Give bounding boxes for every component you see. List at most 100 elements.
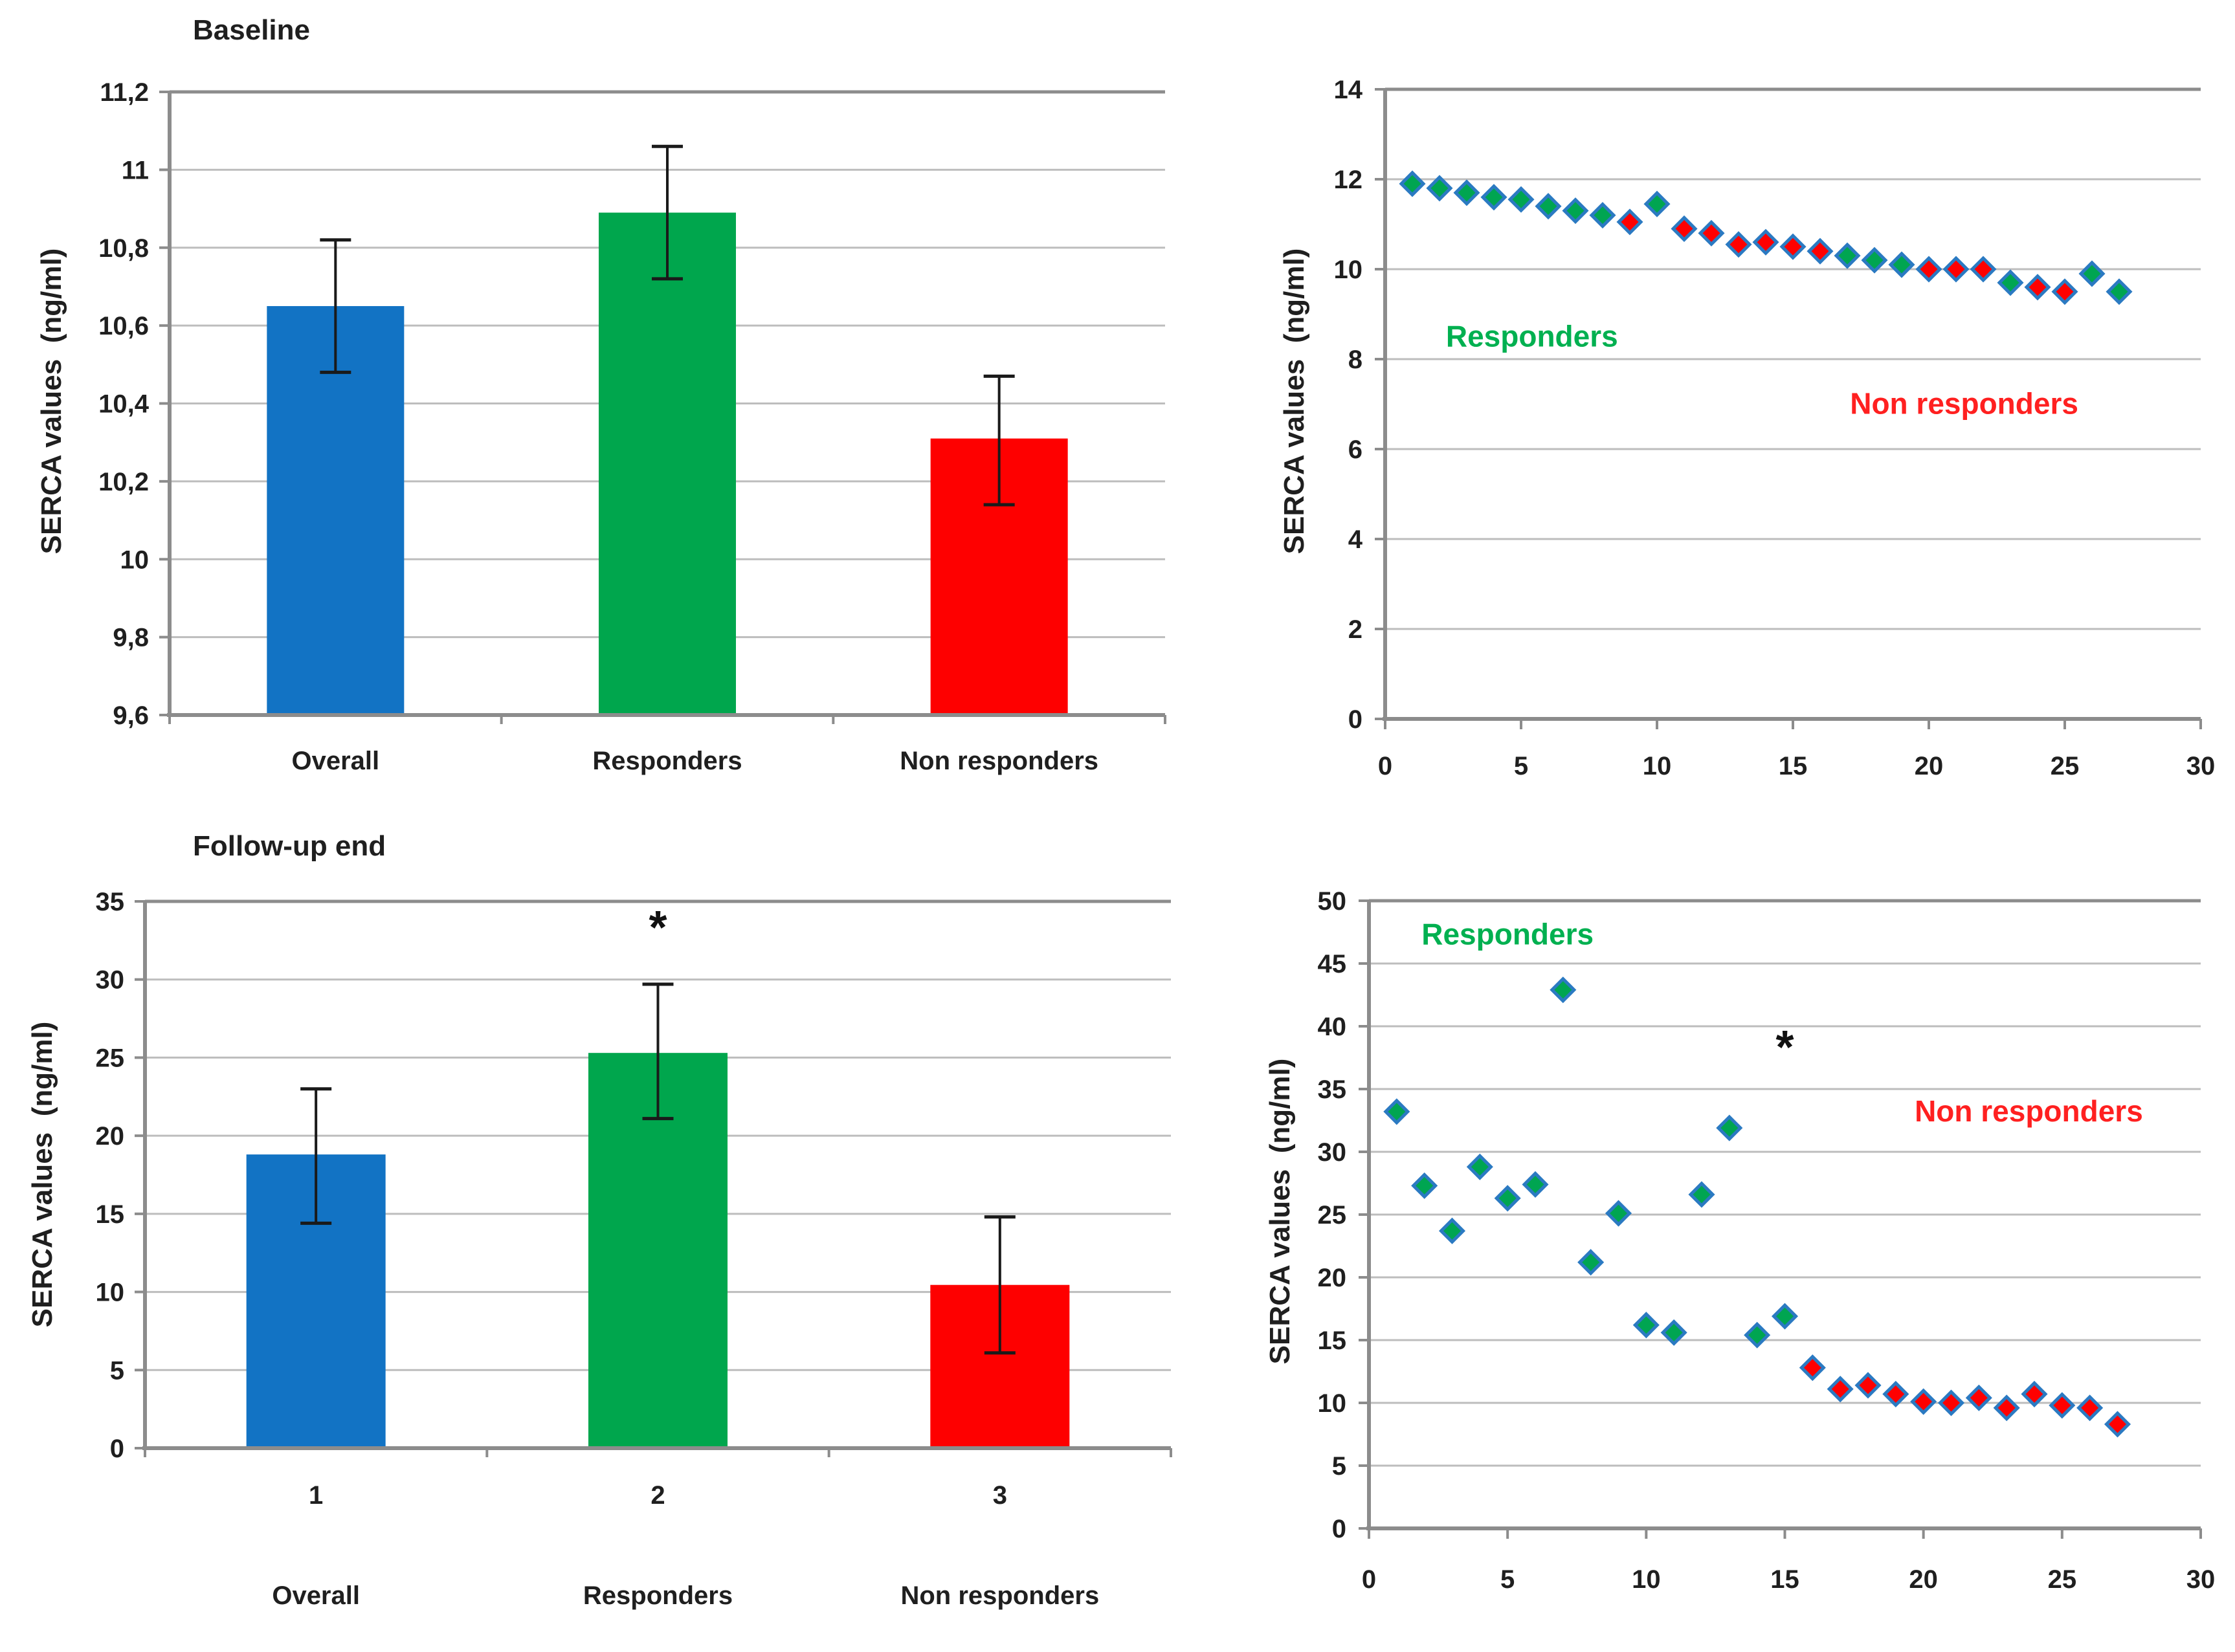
scatter-point-responders (1438, 1217, 1466, 1244)
y-tick-label: 35 (96, 888, 125, 916)
y-tick-label: 14 (1334, 76, 1363, 104)
scatter-point-responders (1589, 202, 1616, 229)
bar-overall (267, 306, 405, 715)
y-tick-label: 0 (1348, 705, 1362, 734)
x-tick-label: 5 (1500, 1565, 1515, 1594)
scatter-point-non-responders (2024, 274, 2051, 301)
scatter-point-non-responders (2076, 1394, 2104, 1422)
scatter-point-non-responders (1854, 1372, 1882, 1399)
scatter-point-non-responders (1799, 1354, 1826, 1382)
y-tick-label: 2 (1348, 615, 1362, 644)
scatter-point-non-responders (1915, 256, 1942, 283)
scatter-point-responders (1453, 179, 1480, 206)
series-label-non-responders: Non responders (1915, 1094, 2143, 1128)
scatter-point-responders (1660, 1319, 1687, 1346)
x-tick-label: 5 (1514, 752, 1528, 780)
y-axis-label-followup-bar: SERCA values (ng/ml) (27, 1021, 58, 1328)
chart-title-followup: Follow-up end (193, 830, 386, 862)
scatter-point-responders (1834, 242, 1861, 269)
y-tick-label: 0 (1332, 1515, 1346, 1543)
x-tick-label: 30 (2186, 752, 2216, 780)
y-tick-label: 8 (1348, 346, 1362, 374)
category-label: Non responders (900, 1581, 1099, 1610)
y-tick-label: 10,8 (98, 234, 149, 263)
y-tick-label: 15 (1318, 1327, 1347, 1355)
x-tick-number: 2 (650, 1481, 665, 1510)
x-tick-label: 10 (1643, 752, 1672, 780)
scatter-point-non-responders (2104, 1411, 2131, 1438)
y-tick-label: 10 (1318, 1389, 1347, 1418)
scatter-point-non-responders (1942, 256, 1970, 283)
significance-asterisk: * (1775, 1022, 1794, 1074)
x-tick-label: 25 (2051, 752, 2080, 780)
scatter-point-non-responders (1827, 1376, 1854, 1403)
y-tick-label: 10 (96, 1279, 125, 1307)
scatter-point-responders (1997, 269, 2024, 296)
scatter-point-non-responders (1616, 208, 1643, 236)
series-label-responders: Responders (1421, 917, 1594, 951)
chart-title-baseline: Baseline (193, 14, 310, 46)
series-label-non-responders: Non responders (1850, 387, 2078, 421)
scatter-point-responders (1744, 1321, 1771, 1349)
category-label: Overall (292, 747, 380, 775)
category-label: Non responders (900, 747, 1098, 775)
scatter-point-non-responders (1993, 1394, 2020, 1422)
scatter-point-non-responders (1910, 1388, 1937, 1415)
scatter-point-non-responders (1725, 231, 1752, 258)
scatter-point-responders (1480, 184, 1507, 211)
series-label-responders: Responders (1446, 319, 1618, 353)
scatter-point-non-responders (1937, 1389, 1965, 1416)
y-tick-label: 10 (1334, 256, 1363, 284)
x-tick-label: 0 (1362, 1565, 1376, 1594)
category-label: Overall (272, 1581, 360, 1610)
x-tick-number: 1 (309, 1481, 323, 1510)
scatter-point-responders (1426, 175, 1453, 202)
y-tick-label: 10 (120, 545, 150, 574)
bar-responders (599, 212, 736, 715)
y-tick-label: 9,8 (113, 624, 149, 652)
scatter-point-responders (1577, 1249, 1605, 1276)
y-tick-label: 45 (1318, 950, 1347, 978)
scatter-point-non-responders (2021, 1380, 2048, 1407)
scatter-point-responders (1888, 251, 1915, 278)
scatter-point-responders (1494, 1185, 1521, 1212)
y-tick-label: 6 (1348, 435, 1362, 464)
scatter-point-responders (1522, 1171, 1549, 1198)
scatter-point-non-responders (1779, 233, 1807, 260)
x-tick-number: 3 (993, 1481, 1007, 1510)
y-tick-label: 20 (96, 1122, 125, 1151)
scatter-point-responders (1399, 170, 1426, 197)
y-tick-label: 10,6 (98, 312, 149, 340)
scatter-point-non-responders (2049, 1392, 2076, 1419)
y-tick-label: 0 (110, 1435, 124, 1463)
category-label: Responders (592, 747, 742, 775)
y-tick-label: 11,2 (100, 78, 149, 107)
x-tick-label: 15 (1779, 752, 1808, 780)
y-tick-label: 5 (1332, 1452, 1346, 1481)
y-tick-label: 25 (1318, 1201, 1347, 1229)
scatter-point-non-responders (2051, 278, 2078, 305)
x-tick-label: 0 (1378, 752, 1392, 780)
x-tick-label: 30 (2186, 1565, 2216, 1594)
x-tick-label: 25 (2048, 1565, 2077, 1594)
y-tick-label: 50 (1318, 887, 1347, 916)
scatter-point-responders (1562, 197, 1589, 225)
y-tick-label: 10,4 (98, 390, 150, 419)
category-label: Responders (583, 1581, 733, 1610)
x-tick-label: 20 (1915, 752, 1944, 780)
scatter-point-responders (1643, 190, 1671, 217)
scatter-point-responders (2106, 278, 2133, 305)
scatter-point-responders (1771, 1303, 1799, 1330)
scatter-point-non-responders (1752, 228, 1779, 256)
x-tick-label: 15 (1770, 1565, 1799, 1594)
scatter-point-responders (1861, 247, 1888, 274)
y-tick-label: 35 (1318, 1075, 1347, 1104)
y-tick-label: 9,6 (113, 701, 149, 730)
scatter-point-non-responders (1807, 237, 1834, 265)
y-tick-label: 12 (1334, 166, 1363, 194)
y-tick-label: 30 (1318, 1138, 1347, 1167)
y-tick-label: 4 (1348, 525, 1363, 554)
scatter-point-responders (1383, 1098, 1410, 1125)
